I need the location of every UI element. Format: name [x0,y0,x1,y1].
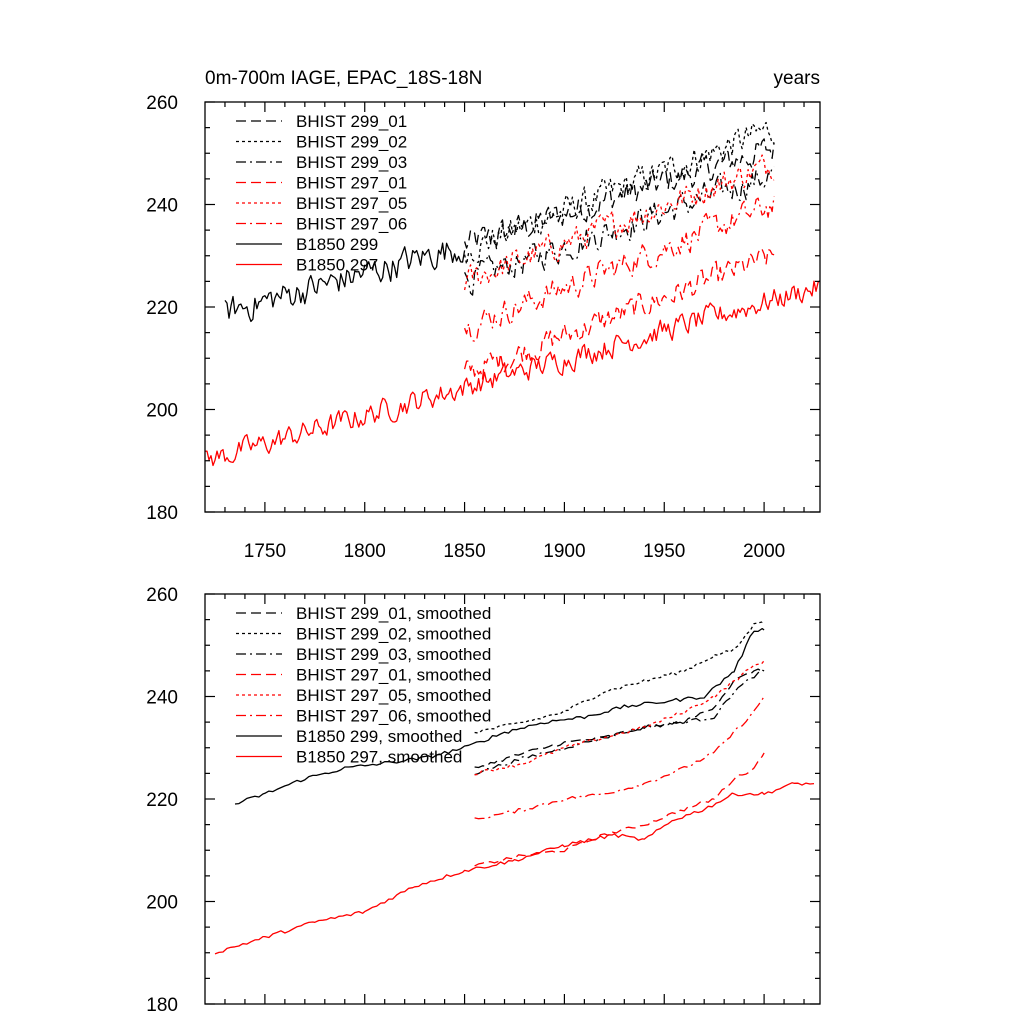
series-line-bhist-299-02 [463,121,775,265]
y-tick-label: 200 [146,401,178,422]
bottom-legend: BHIST 299_01, smoothed BHIST 299_02, smoo… [236,604,491,767]
series-line-b1850-299-smoothed [234,627,765,805]
legend-label: B1850 297, smoothed [296,748,462,767]
series-line-bhist-297-01-smoothed [474,752,765,867]
series-line-bhist-297-05-smoothed [474,660,765,776]
x-tick-label: 1950 [643,541,685,562]
legend-label: B1850 297 [296,256,378,275]
series-line-bhist-297-06-smoothed [474,696,765,820]
y-tick-label: 220 [146,298,178,319]
legend-label: BHIST 297_05 [296,194,407,213]
legend-label: BHIST 299_01, smoothed [296,604,491,623]
bottom-series-lines [214,619,815,955]
top-panel: 0m-700m IAGE, EPAC_18S-18N years 1750 180… [146,68,821,562]
legend-label: BHIST 299_02 [296,133,407,152]
y-tick-label: 240 [146,688,178,709]
x-tick-label: 2000 [743,541,785,562]
x-tick-label: 1750 [244,541,286,562]
bottom-axes: 180 200 220 240 260 [146,585,821,1016]
units-label: years [774,68,820,89]
chart-title: 0m-700m IAGE, EPAC_18S-18N [205,68,482,89]
x-tick-label: 1800 [344,541,386,562]
top-axes: 1750 1800 1850 1900 1950 2000 180 200 220 240 260 [146,93,821,562]
x-tick-label: 1900 [543,541,585,562]
series-line-bhist-299-01 [463,138,775,249]
legend-label: BHIST 299_03 [296,153,407,172]
series-line-b1850-299 [224,242,466,323]
legend-label: BHIST 297_06 [296,215,407,234]
legend-label: BHIST 299_01 [296,112,407,131]
series-line-bhist-299-03-smoothed [474,669,765,776]
y-tick-label: 220 [146,790,178,811]
series-line-b1850-297-smoothed [214,782,815,955]
legend-label: BHIST 297_06, smoothed [296,707,491,726]
series-line-bhist-297-05 [463,154,775,291]
y-tick-label: 180 [146,995,178,1016]
legend-label: BHIST 297_01, smoothed [296,666,491,685]
series-line-bhist-297-01 [463,247,775,380]
top-series-lines [204,121,821,467]
legend-label: BHIST 297_05, smoothed [296,686,491,705]
legend-label: BHIST 297_01 [296,174,407,193]
legend-label: BHIST 299_03, smoothed [296,645,491,664]
y-tick-label: 240 [146,196,178,217]
y-tick-label: 260 [146,93,178,114]
series-line-b1850-297 [204,280,821,467]
x-tick-label: 1850 [443,541,485,562]
legend-label: B1850 299, smoothed [296,727,462,746]
y-tick-label: 200 [146,893,178,914]
series-line-bhist-299-03 [464,166,775,296]
y-tick-label: 260 [146,585,178,606]
y-tick-label: 180 [146,503,178,524]
legend-label: B1850 299 [296,235,378,254]
series-line-bhist-299-02-smoothed [474,619,765,734]
legend-label: BHIST 299_02, smoothed [296,625,491,644]
series-line-bhist-297-06 [463,196,775,342]
